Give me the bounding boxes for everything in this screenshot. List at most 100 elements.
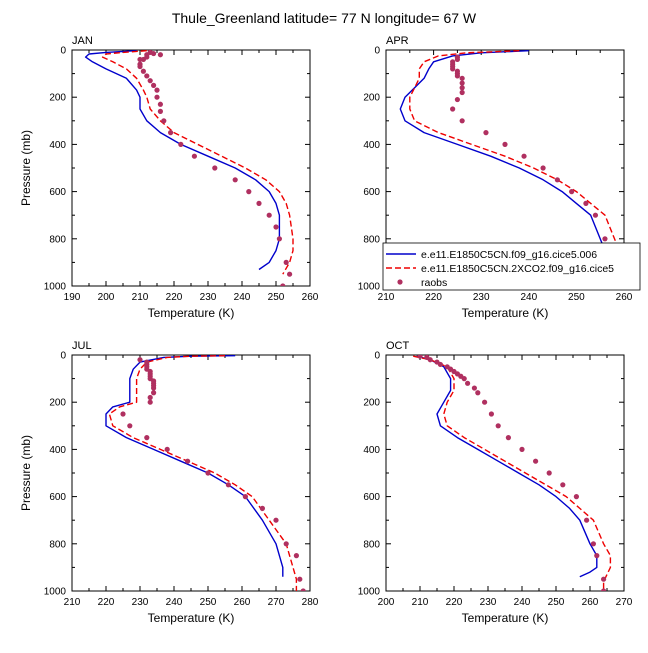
y-tick-label: 1000 xyxy=(44,282,67,293)
y-tick-label: 1000 xyxy=(358,587,381,598)
raobs-point xyxy=(242,494,248,500)
raobs-point xyxy=(293,553,299,559)
raobs-point xyxy=(147,78,153,84)
raobs-point xyxy=(495,423,501,429)
x-tick-label: 270 xyxy=(616,597,633,608)
raobs-point xyxy=(461,376,467,382)
y-tick-label: 0 xyxy=(374,351,380,362)
x-tick-label: 240 xyxy=(514,597,531,608)
series-group xyxy=(84,50,294,286)
x-axis-label: Temperature (K) xyxy=(148,306,235,320)
raobs-point xyxy=(276,236,282,242)
y-tick-label: 200 xyxy=(363,398,380,409)
raobs-point xyxy=(584,517,590,523)
y-tick-label: 200 xyxy=(49,398,66,409)
y-tick-label: 1000 xyxy=(358,282,381,293)
raobs-point xyxy=(454,56,460,63)
x-tick-label: 200 xyxy=(378,597,395,608)
raobs-point xyxy=(266,212,272,218)
legend-raobs-marker xyxy=(397,279,403,285)
x-tick-label: 260 xyxy=(616,292,633,303)
raobs-point xyxy=(505,435,511,441)
raobs-point xyxy=(502,141,508,147)
panel-oct: 200 210 220 230 240 250 260 270 0 200 400 600 800 100… xyxy=(358,340,633,625)
raobs-point xyxy=(140,56,146,63)
y-tick-label: 600 xyxy=(363,187,380,198)
raobs-point xyxy=(157,108,163,114)
model2-line xyxy=(409,50,620,275)
raobs-point xyxy=(137,63,143,70)
raobs-point xyxy=(151,385,157,391)
x-tick-label: 220 xyxy=(98,597,115,608)
y-tick-label: 0 xyxy=(374,46,380,57)
x-axis-label: Temperature (K) xyxy=(148,611,235,625)
raobs-point xyxy=(427,357,433,363)
raobs-point xyxy=(533,458,539,464)
raobs-point xyxy=(273,224,279,230)
x-tick-label: 220 xyxy=(166,292,183,303)
raobs-point xyxy=(465,380,471,386)
y-tick-label: 200 xyxy=(363,93,380,104)
raobs-point xyxy=(519,446,525,452)
y-tick-label: 800 xyxy=(363,539,380,550)
raobs-point xyxy=(417,355,423,359)
y-tick-label: 800 xyxy=(49,234,66,245)
x-tick-label: 240 xyxy=(166,597,183,608)
x-tick-label: 210 xyxy=(378,292,395,303)
raobs-point xyxy=(225,482,231,488)
model2-line xyxy=(101,50,294,275)
x-tick-label: 230 xyxy=(473,292,490,303)
legend-box xyxy=(382,242,641,291)
x-tick-label: 210 xyxy=(412,597,429,608)
raobs-point xyxy=(482,399,488,405)
legend-model1-label: e.e11.E1850C5CN.f09_g16.cice5.006 xyxy=(421,249,597,261)
y-tick-label: 600 xyxy=(49,492,66,503)
legend: e.e11.E1850C5CN.f09_g16.cice5.006 e.e11.E… xyxy=(382,242,641,291)
raobs-point xyxy=(471,385,477,391)
raobs-point xyxy=(273,517,279,523)
raobs-point xyxy=(154,87,160,93)
model1-line xyxy=(399,50,606,263)
raobs-point xyxy=(488,411,494,417)
raobs-point xyxy=(521,153,527,159)
x-tick-label: 190 xyxy=(64,292,81,303)
raobs-point xyxy=(554,177,560,183)
raobs-point xyxy=(157,101,163,107)
month-label: APR xyxy=(386,35,409,47)
raobs-point xyxy=(459,85,465,91)
model1-line xyxy=(416,355,598,578)
raobs-point xyxy=(140,68,146,74)
raobs-point xyxy=(583,200,589,206)
panels: 190 200 210 220 230 240 250 260 0 200 400 600 800 100… xyxy=(19,35,641,625)
y-tick-label: 400 xyxy=(363,140,380,151)
plot-frame xyxy=(385,354,625,592)
raobs-point xyxy=(168,130,174,136)
raobs-point xyxy=(151,390,157,396)
raobs-point xyxy=(259,505,265,511)
raobs-point xyxy=(594,553,600,559)
x-tick-label: 220 xyxy=(425,292,442,303)
y-tick-label: 600 xyxy=(49,187,66,198)
model2-line xyxy=(108,355,298,591)
raobs-point xyxy=(573,494,580,500)
month-label: JAN xyxy=(72,35,93,47)
raobs-point xyxy=(560,482,566,488)
model2-line xyxy=(413,355,612,589)
series-group xyxy=(105,355,306,591)
raobs-point xyxy=(161,118,167,124)
raobs-point xyxy=(280,283,286,286)
raobs-point xyxy=(137,357,143,363)
raobs-point xyxy=(144,52,150,58)
raobs-point xyxy=(246,189,252,195)
y-tick-label: 0 xyxy=(60,351,66,362)
raobs-point xyxy=(602,236,608,242)
raobs-point xyxy=(590,541,597,547)
raobs-point xyxy=(256,200,262,206)
raobs-point xyxy=(157,52,163,58)
raobs-point xyxy=(459,118,465,124)
raobs-point xyxy=(232,177,238,183)
x-tick-label: 250 xyxy=(268,292,285,303)
y-tick-label: 400 xyxy=(363,445,380,456)
x-tick-label: 230 xyxy=(132,597,149,608)
